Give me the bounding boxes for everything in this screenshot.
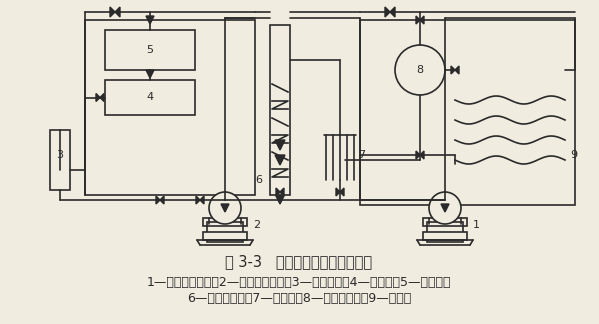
Bar	[203, 218, 247, 226]
Polygon shape	[115, 7, 120, 17]
Text: 1—低压级压缩机；2—高压级压缩机；3—油分离器；4—贮液器；5—冷凝器；: 1—低压级压缩机；2—高压级压缩机；3—油分离器；4—贮液器；5—冷凝器；	[147, 275, 451, 288]
Polygon shape	[196, 196, 200, 204]
Text: 4: 4	[146, 92, 153, 102]
Polygon shape	[336, 188, 340, 196]
Bar	[360, 20, 575, 205]
Polygon shape	[441, 204, 449, 212]
Text: 6: 6	[255, 175, 262, 185]
Polygon shape	[275, 155, 285, 165]
Polygon shape	[420, 16, 424, 24]
Bar	[105, 80, 195, 115]
Polygon shape	[385, 7, 390, 17]
Text: 6—中间冷却器；7—分配站；8—氨液分离器；9—蒸发器: 6—中间冷却器；7—分配站；8—氨液分离器；9—蒸发器	[187, 292, 411, 305]
Polygon shape	[160, 196, 164, 204]
Bar	[50, 130, 70, 190]
Text: 7: 7	[358, 150, 365, 160]
Polygon shape	[420, 151, 424, 159]
Circle shape	[429, 192, 461, 224]
Polygon shape	[96, 94, 100, 101]
Circle shape	[395, 45, 445, 95]
Polygon shape	[200, 196, 204, 204]
Polygon shape	[110, 7, 115, 17]
Polygon shape	[146, 70, 154, 78]
Bar	[270, 25, 290, 195]
Bar	[423, 232, 467, 240]
Text: 1: 1	[473, 220, 480, 230]
Bar	[427, 222, 463, 242]
Polygon shape	[156, 196, 160, 204]
Polygon shape	[280, 188, 284, 196]
Polygon shape	[340, 188, 344, 196]
Bar	[203, 232, 247, 240]
Bar	[207, 222, 243, 242]
Bar	[423, 218, 467, 226]
Text: 图 3-3   双级压缩制冷系统原理图: 图 3-3 双级压缩制冷系统原理图	[225, 254, 373, 270]
Polygon shape	[416, 151, 420, 159]
Polygon shape	[276, 196, 284, 204]
Text: 9: 9	[570, 150, 577, 160]
Text: 8: 8	[416, 65, 423, 75]
Text: 2: 2	[253, 220, 260, 230]
Text: 5: 5	[147, 45, 153, 55]
Polygon shape	[416, 16, 420, 24]
Text: 3: 3	[56, 150, 63, 160]
Polygon shape	[275, 140, 285, 150]
Polygon shape	[455, 66, 459, 74]
Circle shape	[209, 192, 241, 224]
Bar	[105, 30, 195, 70]
Bar	[85, 20, 255, 195]
Polygon shape	[100, 94, 104, 101]
Polygon shape	[451, 66, 455, 74]
Polygon shape	[390, 7, 395, 17]
Polygon shape	[221, 204, 229, 212]
Polygon shape	[146, 16, 154, 24]
Polygon shape	[276, 188, 280, 196]
